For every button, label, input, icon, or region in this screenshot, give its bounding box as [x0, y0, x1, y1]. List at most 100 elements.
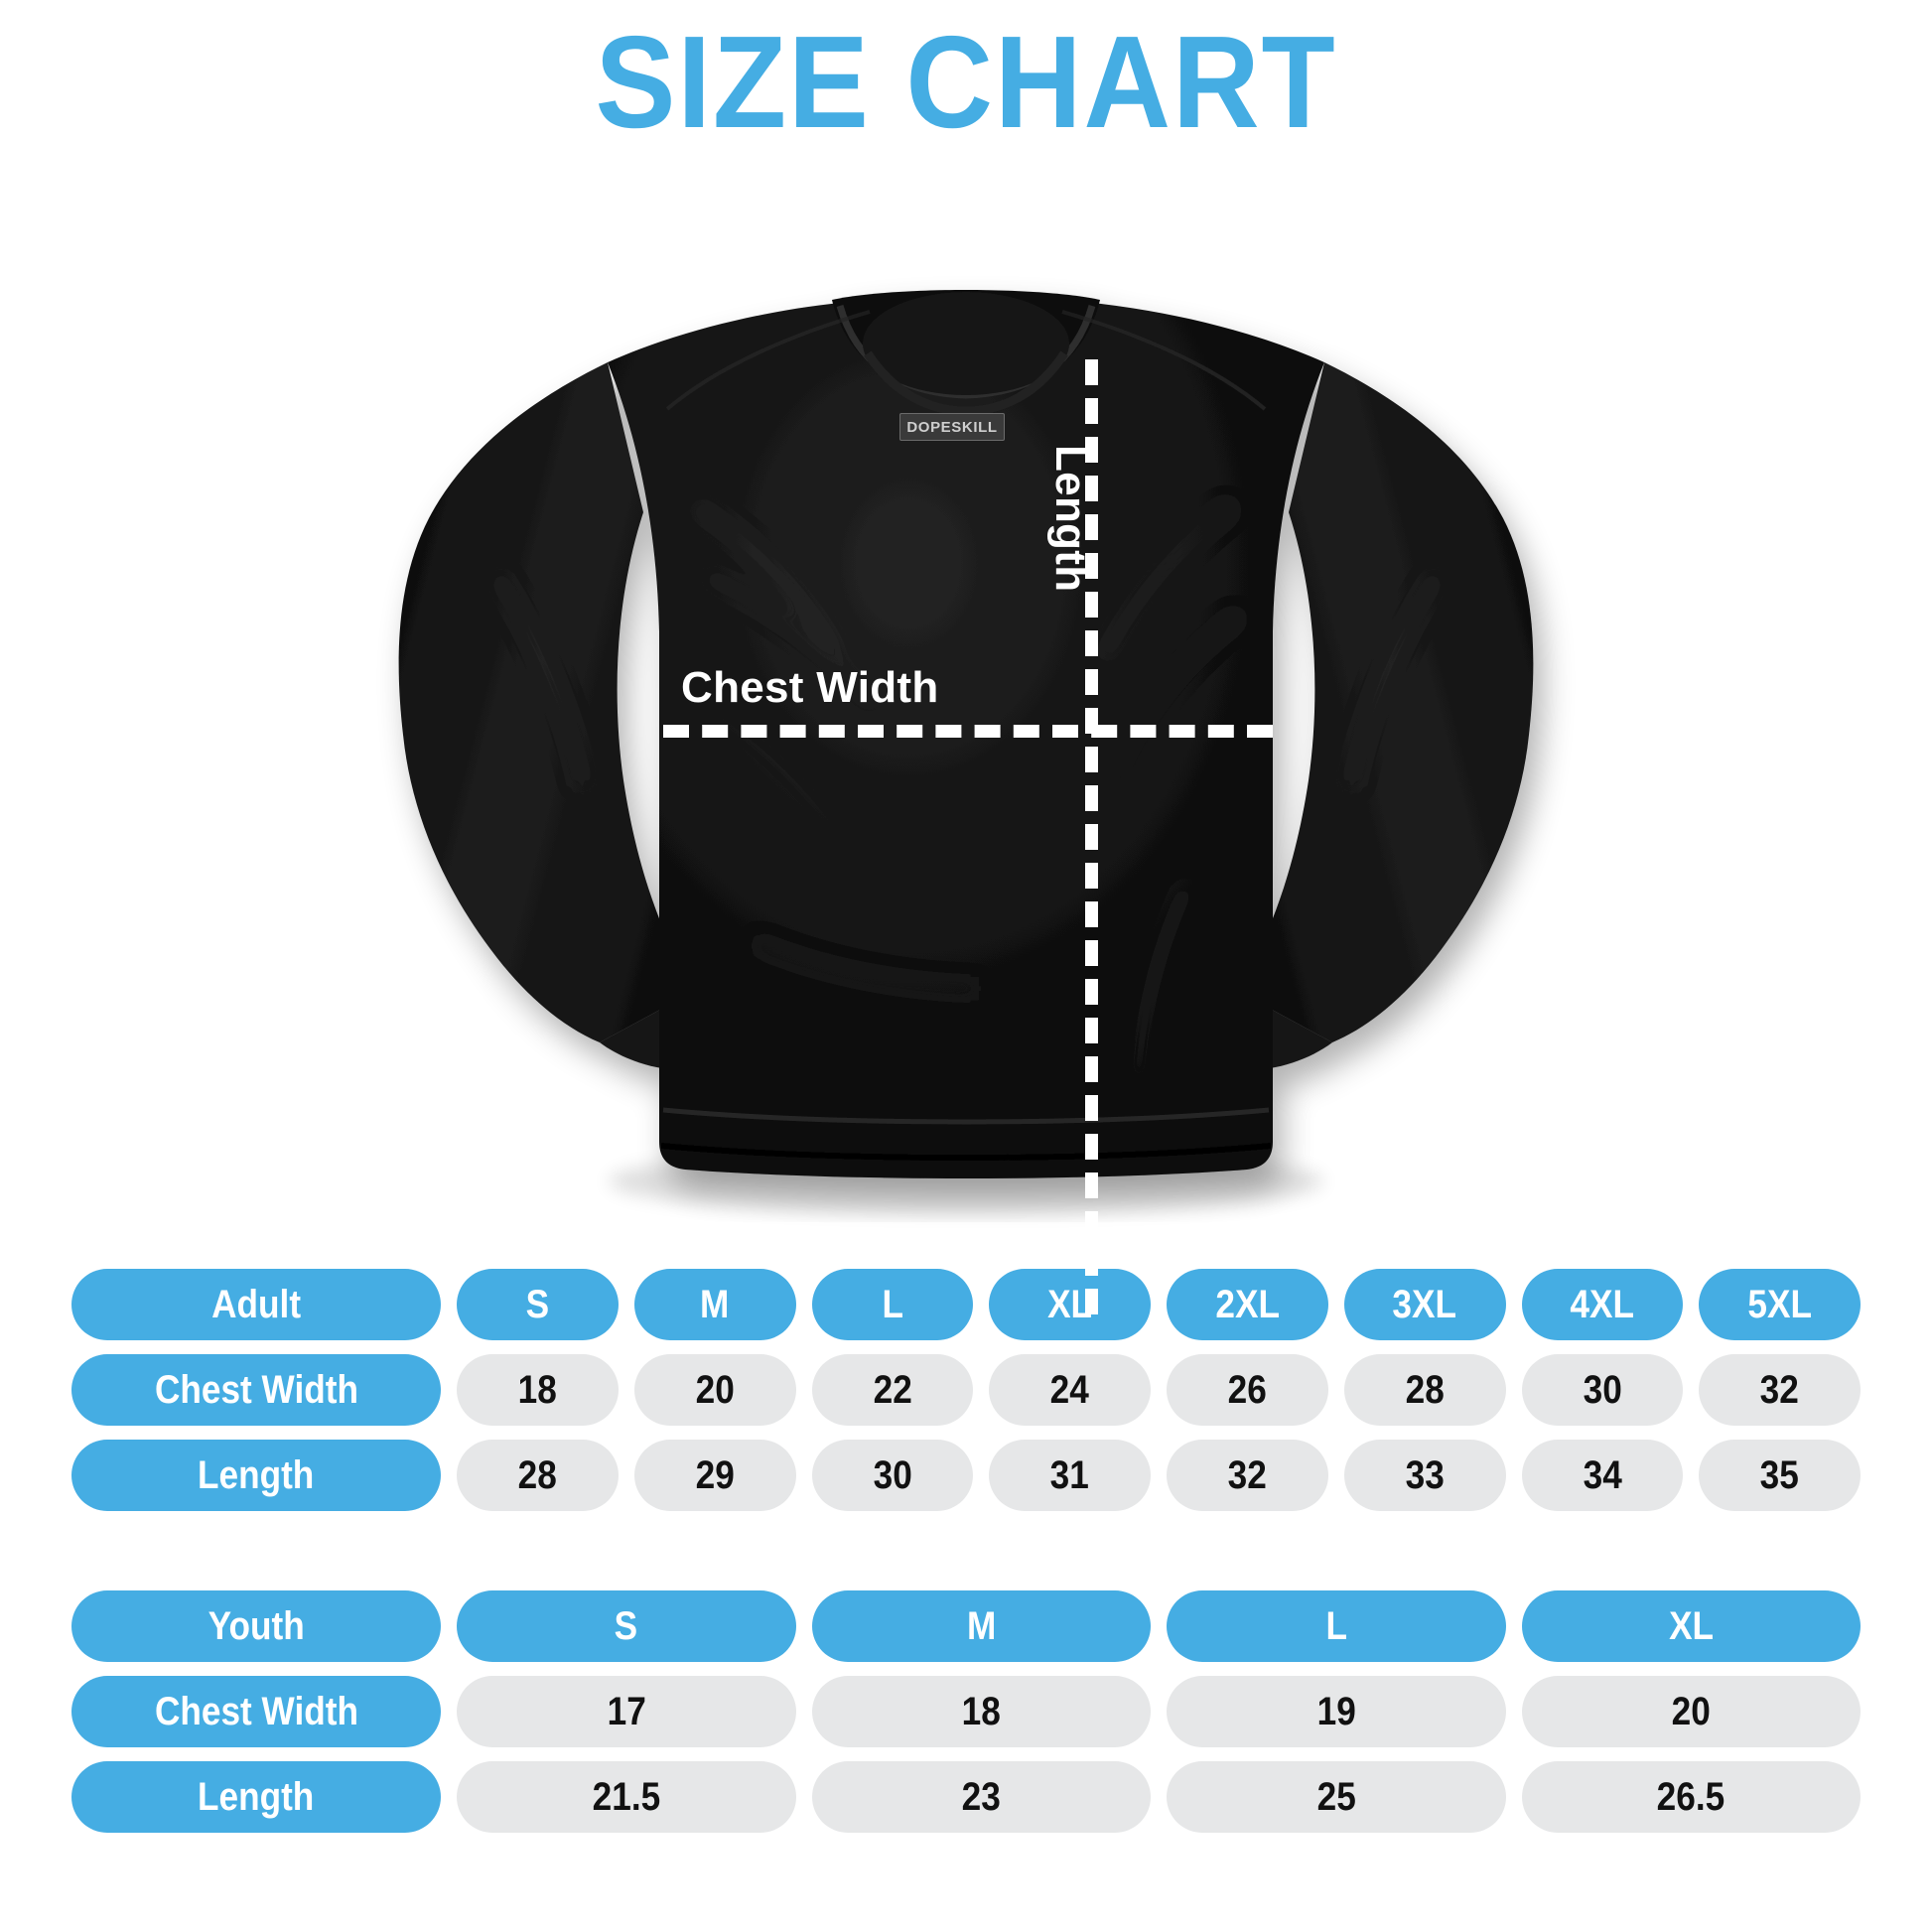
- youth-size-header-s-text: S: [615, 1603, 638, 1648]
- adult-header-row: Adult S M L XL 2XL 3XL 4XL 5XL: [71, 1269, 1861, 1340]
- adult-value-cell: 30: [1521, 1354, 1684, 1426]
- adult-value-cell: 35: [1699, 1440, 1861, 1511]
- adult-size-header-m-text: M: [700, 1282, 730, 1326]
- youth-value-cell-text: 20: [1671, 1689, 1711, 1733]
- page-title: SIZE CHART: [595, 9, 1337, 155]
- adult-row-label: Length: [71, 1440, 441, 1511]
- adult-value-cell-text: 20: [695, 1367, 735, 1412]
- adult-value-cell-text: 24: [1050, 1367, 1090, 1412]
- youth-value-cell-text: 26.5: [1656, 1774, 1725, 1819]
- adult-row-label-text: Length: [198, 1452, 315, 1497]
- adult-size-header-3xl: 3XL: [1343, 1269, 1506, 1340]
- adult-value-cell: 30: [811, 1440, 974, 1511]
- youth-value-cell-text: 21.5: [592, 1774, 661, 1819]
- adult-size-header-2xl: 2XL: [1167, 1269, 1328, 1340]
- adult-value-cell-text: 18: [517, 1367, 557, 1412]
- length-guide-line: [1085, 359, 1098, 1314]
- adult-value-cell: 22: [811, 1354, 974, 1426]
- table-row: Chest Width 17 18 19 20: [71, 1676, 1861, 1747]
- youth-value-cell-text: 23: [961, 1774, 1001, 1819]
- long-sleeve-tee-graphic: [398, 290, 1534, 1215]
- youth-value-cell-text: 25: [1316, 1774, 1356, 1819]
- adult-size-header-5xl-text: 5XL: [1747, 1282, 1812, 1326]
- adult-size-header-4xl: 4XL: [1521, 1269, 1684, 1340]
- adult-value-cell-text: 28: [1405, 1367, 1445, 1412]
- adult-value-cell-text: 35: [1760, 1452, 1800, 1497]
- youth-size-header-s: S: [457, 1590, 796, 1662]
- length-annotation: Length: [1046, 445, 1095, 593]
- youth-value-cell: 19: [1167, 1676, 1506, 1747]
- adult-size-header-5xl: 5XL: [1699, 1269, 1861, 1340]
- adult-value-cell-text: 30: [873, 1452, 912, 1497]
- youth-value-cell: 26.5: [1521, 1761, 1861, 1833]
- youth-row-label-text: Chest Width: [154, 1689, 358, 1733]
- youth-value-cell: 25: [1167, 1761, 1506, 1833]
- youth-value-cell-text: 19: [1316, 1689, 1356, 1733]
- table-row: Length 28 29 30 31 32 33 34 35: [71, 1440, 1861, 1511]
- youth-size-header-l-text: L: [1324, 1603, 1347, 1648]
- youth-header-row: Youth S M L XL: [71, 1590, 1861, 1662]
- garment-illustration: DOPESKILL Chest Width Length: [0, 149, 1932, 1314]
- adult-value-cell-text: 30: [1583, 1367, 1622, 1412]
- adult-value-cell-text: 22: [873, 1367, 912, 1412]
- adult-size-header-l-text: L: [882, 1282, 903, 1326]
- adult-category-label: Adult: [71, 1269, 441, 1340]
- chest-width-guide-line: [663, 725, 1273, 738]
- adult-value-cell: 29: [633, 1440, 796, 1511]
- youth-value-cell-text: 17: [607, 1689, 646, 1733]
- youth-size-header-l: L: [1167, 1590, 1506, 1662]
- adult-value-cell: 32: [1699, 1354, 1861, 1426]
- adult-size-header-4xl-text: 4XL: [1570, 1282, 1635, 1326]
- adult-size-header-l: L: [811, 1269, 974, 1340]
- adult-value-cell-text: 31: [1050, 1452, 1090, 1497]
- adult-value-cell-text: 32: [1760, 1367, 1800, 1412]
- adult-value-cell-text: 33: [1405, 1452, 1445, 1497]
- adult-size-header-3xl-text: 3XL: [1392, 1282, 1457, 1326]
- adult-value-cell: 28: [1343, 1354, 1506, 1426]
- adult-value-cell: 33: [1343, 1440, 1506, 1511]
- youth-size-header-xl-text: XL: [1668, 1603, 1714, 1648]
- adult-value-cell: 28: [457, 1440, 619, 1511]
- adult-size-table: Adult S M L XL 2XL 3XL 4XL 5XL Chest Width 18 20 22 2…: [71, 1269, 1861, 1511]
- table-row: Length 21.5 23 25 26.5: [71, 1761, 1861, 1833]
- adult-row-label: Chest Width: [71, 1354, 441, 1426]
- youth-category-label-text: Youth: [207, 1603, 305, 1648]
- youth-value-cell-text: 18: [961, 1689, 1001, 1733]
- adult-category-label-text: Adult: [211, 1282, 301, 1326]
- adult-value-cell-text: 28: [517, 1452, 557, 1497]
- adult-value-cell: 32: [1167, 1440, 1328, 1511]
- neck-brand-label: DOPESKILL: [899, 413, 1005, 441]
- adult-row-label-text: Chest Width: [154, 1367, 358, 1412]
- adult-value-cell-text: 32: [1227, 1452, 1267, 1497]
- youth-row-label: Chest Width: [71, 1676, 441, 1747]
- adult-size-header-s-text: S: [525, 1282, 550, 1326]
- adult-size-header-s: S: [457, 1269, 619, 1340]
- youth-row-label-text: Length: [198, 1774, 315, 1819]
- youth-value-cell: 21.5: [457, 1761, 796, 1833]
- youth-size-header-m: M: [811, 1590, 1151, 1662]
- chest-width-annotation: Chest Width: [681, 663, 939, 712]
- youth-size-table: Youth S M L XL Chest Width 17 18 19 20 Length 21.5 2…: [71, 1590, 1861, 1833]
- youth-category-label: Youth: [71, 1590, 441, 1662]
- youth-row-label: Length: [71, 1761, 441, 1833]
- adult-value-cell: 26: [1167, 1354, 1328, 1426]
- adult-value-cell: 18: [457, 1354, 619, 1426]
- youth-size-header-m-text: M: [966, 1603, 996, 1648]
- table-row: Chest Width 18 20 22 24 26 28 30 32: [71, 1354, 1861, 1426]
- adult-value-cell: 24: [989, 1354, 1151, 1426]
- youth-size-header-xl: XL: [1521, 1590, 1861, 1662]
- adult-size-header-xl: XL: [989, 1269, 1151, 1340]
- adult-size-header-xl-text: XL: [1047, 1282, 1093, 1326]
- adult-value-cell-text: 29: [695, 1452, 735, 1497]
- adult-value-cell: 31: [989, 1440, 1151, 1511]
- adult-size-header-m: M: [633, 1269, 796, 1340]
- adult-value-cell: 20: [633, 1354, 796, 1426]
- adult-value-cell-text: 26: [1227, 1367, 1267, 1412]
- adult-value-cell: 34: [1521, 1440, 1684, 1511]
- adult-value-cell-text: 34: [1583, 1452, 1622, 1497]
- youth-value-cell: 23: [811, 1761, 1151, 1833]
- youth-value-cell: 20: [1521, 1676, 1861, 1747]
- youth-value-cell: 17: [457, 1676, 796, 1747]
- adult-size-header-2xl-text: 2XL: [1215, 1282, 1280, 1326]
- youth-value-cell: 18: [811, 1676, 1151, 1747]
